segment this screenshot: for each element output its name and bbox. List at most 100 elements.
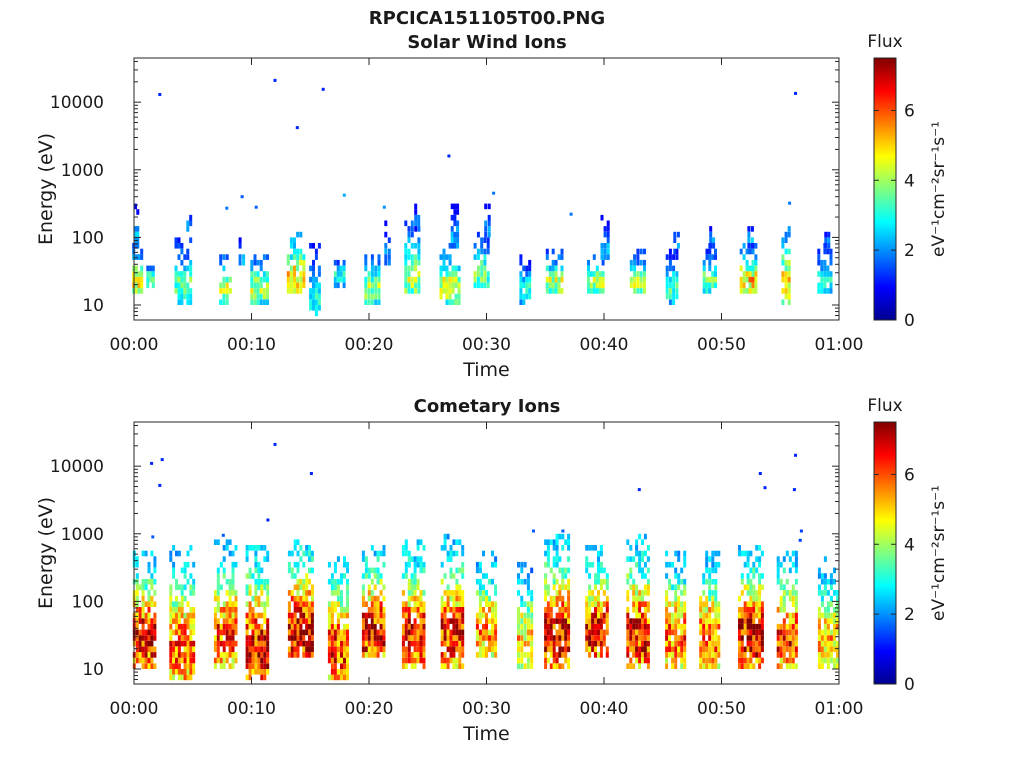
data-cell bbox=[308, 640, 311, 647]
data-cell bbox=[782, 595, 786, 602]
data-cell bbox=[564, 584, 568, 591]
data-cell bbox=[699, 607, 703, 613]
data-cell bbox=[330, 618, 334, 624]
data-point bbox=[273, 78, 277, 82]
data-cell bbox=[520, 612, 524, 619]
data-cell bbox=[482, 646, 485, 653]
data-cell bbox=[826, 248, 830, 255]
data-cell bbox=[829, 271, 833, 277]
data-cell bbox=[225, 590, 229, 596]
data-cell bbox=[374, 276, 378, 283]
data-cell bbox=[310, 652, 314, 658]
data-cell bbox=[169, 590, 173, 596]
data-cell bbox=[833, 635, 836, 641]
data-cell bbox=[370, 652, 374, 658]
data-cell bbox=[147, 595, 151, 602]
data-cell bbox=[286, 271, 290, 277]
data-cell bbox=[702, 646, 706, 653]
data-cell bbox=[597, 623, 600, 630]
data-cell bbox=[602, 612, 606, 619]
data-cell bbox=[546, 539, 550, 545]
data-cell bbox=[794, 618, 798, 624]
data-cell bbox=[309, 299, 313, 305]
data-cell bbox=[446, 663, 450, 669]
data-cell bbox=[309, 293, 313, 300]
data-cell bbox=[699, 663, 703, 669]
data-cell bbox=[457, 293, 461, 300]
data-cell bbox=[135, 584, 139, 591]
data-cell bbox=[305, 578, 309, 585]
data-cell bbox=[296, 601, 300, 607]
data-cell bbox=[551, 276, 555, 283]
data-cell bbox=[475, 567, 479, 574]
data-cell bbox=[546, 607, 550, 613]
data-cell bbox=[340, 612, 343, 619]
data-cell bbox=[665, 663, 669, 669]
data-cell bbox=[376, 635, 380, 641]
data-cell bbox=[779, 584, 783, 591]
data-cell bbox=[150, 573, 154, 579]
data-cell bbox=[491, 618, 494, 624]
data-cell bbox=[494, 646, 498, 653]
data-cell bbox=[458, 539, 462, 545]
data-cell bbox=[836, 612, 839, 619]
data-cell bbox=[585, 635, 589, 641]
data-cell bbox=[665, 561, 669, 568]
data-cell bbox=[717, 652, 721, 658]
data-cell bbox=[384, 243, 388, 249]
data-cell bbox=[183, 674, 187, 681]
data-cell bbox=[595, 288, 599, 294]
data-cell bbox=[404, 607, 408, 613]
data-cell bbox=[374, 299, 378, 305]
data-cell bbox=[788, 618, 792, 624]
data-cell bbox=[440, 663, 444, 669]
data-cell bbox=[302, 629, 306, 636]
data-cell bbox=[419, 561, 423, 568]
data-cell bbox=[494, 612, 498, 619]
data-cell bbox=[404, 618, 408, 624]
data-cell bbox=[225, 635, 229, 641]
data-cell bbox=[416, 545, 420, 551]
data-cell bbox=[476, 254, 480, 260]
data-point bbox=[158, 93, 162, 96]
data-cell bbox=[287, 601, 291, 607]
data-cell bbox=[404, 646, 408, 653]
data-cell bbox=[639, 276, 643, 283]
data-cell bbox=[333, 282, 337, 289]
data-cell bbox=[260, 657, 264, 664]
data-cell bbox=[174, 237, 178, 243]
data-cell bbox=[680, 663, 684, 669]
data-cell bbox=[519, 276, 523, 283]
data-cell bbox=[555, 657, 559, 664]
data-cell bbox=[473, 276, 477, 283]
data-cell bbox=[219, 635, 223, 641]
data-cell bbox=[549, 623, 553, 630]
data-cell bbox=[665, 652, 669, 658]
data-cell bbox=[452, 652, 456, 658]
data-cell bbox=[599, 561, 603, 568]
data-cell bbox=[523, 652, 527, 658]
data-cell bbox=[379, 590, 383, 596]
data-cell bbox=[257, 663, 261, 669]
data-cell bbox=[680, 646, 684, 653]
data-cell bbox=[250, 276, 254, 283]
data-cell bbox=[443, 623, 447, 630]
data-cell bbox=[189, 629, 193, 636]
data-cell bbox=[826, 646, 830, 653]
colorbar-tick-label: 2 bbox=[904, 605, 915, 625]
data-cell bbox=[234, 595, 238, 602]
data-cell bbox=[668, 652, 672, 658]
data-cell bbox=[606, 254, 610, 260]
data-cell bbox=[250, 299, 254, 305]
data-cell bbox=[183, 265, 187, 272]
data-cell bbox=[755, 612, 759, 619]
data-cell bbox=[683, 607, 687, 613]
data-cell bbox=[379, 635, 383, 641]
data-cell bbox=[401, 601, 405, 607]
data-cell bbox=[266, 623, 270, 630]
data-cell bbox=[134, 231, 137, 238]
data-cell bbox=[216, 623, 220, 630]
data-cell bbox=[826, 612, 830, 619]
data-cell bbox=[305, 550, 309, 557]
data-cell bbox=[314, 282, 318, 289]
